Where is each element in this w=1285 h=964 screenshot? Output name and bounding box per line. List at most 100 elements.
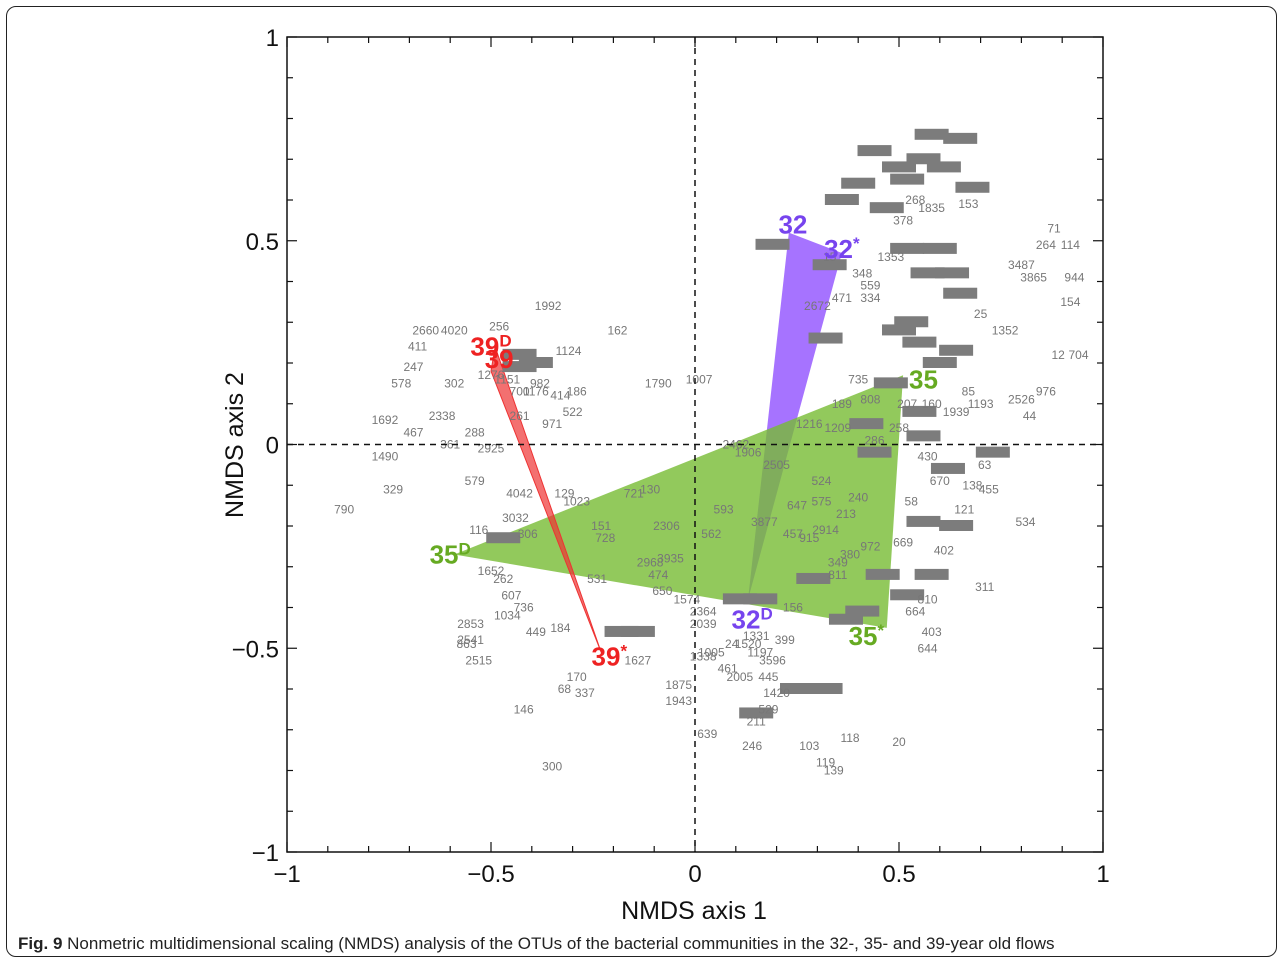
otu-label: 68 <box>558 682 572 696</box>
flow-label-39: 39 <box>485 344 514 374</box>
otu-label: 1193 <box>968 397 994 411</box>
otu-cluster <box>739 707 774 719</box>
otu-cluster <box>922 242 957 254</box>
flow-label-number: 35 <box>849 621 878 651</box>
otu-cluster <box>902 405 937 417</box>
otu-label: 246 <box>742 739 762 753</box>
otu-label: 811 <box>828 568 847 582</box>
x-tick-label: −0.5 <box>467 861 514 888</box>
otu-label: 644 <box>918 641 938 655</box>
otu-label: 268 <box>905 193 925 207</box>
otu-label: 1835 <box>918 201 945 215</box>
otu-label: 1692 <box>372 413 399 427</box>
otu-label: 240 <box>848 490 868 504</box>
otu-label: 3935 <box>657 552 684 566</box>
otu-label: 1331 <box>743 629 770 643</box>
otu-cluster <box>808 332 843 344</box>
flow-label-superscript: * <box>878 621 885 640</box>
otu-label: 3865 <box>1020 270 1047 284</box>
otu-label: 2968 <box>637 556 664 570</box>
otu-cluster <box>796 572 831 584</box>
otu-label: 810 <box>918 592 938 606</box>
otu-label: 118 <box>840 731 859 745</box>
otu-label: 302 <box>444 376 464 390</box>
otu-label: 531 <box>587 572 607 586</box>
otu-cluster <box>926 161 961 173</box>
otu-label: 3877 <box>751 515 778 529</box>
otu-label: 256 <box>489 319 509 333</box>
otu-label: 1034 <box>494 609 521 623</box>
otu-label: 348 <box>852 266 872 280</box>
otu-label: 1627 <box>625 653 652 667</box>
otu-label: 300 <box>542 759 562 773</box>
otu-label: 2462 <box>722 438 749 452</box>
otu-label: 58 <box>905 495 919 509</box>
otu-label: 288 <box>465 425 485 439</box>
flow-label-39: 39D <box>470 332 511 362</box>
otu-label: 449 <box>526 625 546 639</box>
otu-label: 1906 <box>735 446 762 460</box>
otu-label: 139 <box>824 764 844 778</box>
otu-cluster <box>620 625 655 637</box>
otu-label: 1790 <box>645 376 672 390</box>
otu-label: 156 <box>783 601 803 615</box>
x-tick-label: 0.5 <box>882 861 915 888</box>
otu-cluster <box>935 267 970 279</box>
otu-label: 2364 <box>690 605 717 619</box>
flow-label-number: 35 <box>909 364 938 394</box>
otu-label: 71 <box>1047 222 1061 236</box>
axes: −1 −0.5 0 0.5 1 −1 −0.5 0 0.5 1 <box>232 25 1110 888</box>
x-tick-label: 1 <box>1096 861 1109 888</box>
otu-label: 1209 <box>824 421 851 435</box>
otu-cluster <box>894 316 929 328</box>
flow-label-number: 39 <box>470 332 499 362</box>
otu-cluster <box>841 177 876 189</box>
otu-label: 669 <box>893 535 913 549</box>
otu-cluster <box>939 344 974 356</box>
flow-label-32: 32D <box>732 605 773 635</box>
otu-cluster <box>890 589 925 601</box>
otu-label: 153 <box>958 197 978 211</box>
otu-label: 2672 <box>804 299 831 313</box>
otu-label: 337 <box>575 686 595 700</box>
otu-label: 455 <box>979 482 999 496</box>
otu-cluster <box>882 324 916 336</box>
otu-label: 1875 <box>665 678 692 692</box>
otu-label: 1338 <box>690 649 717 663</box>
otu-label: 3487 <box>1008 258 1035 272</box>
otu-label: 593 <box>714 503 734 517</box>
otu-label: 24 <box>725 637 739 651</box>
otu-cluster <box>865 568 900 580</box>
otu-label: 808 <box>860 393 880 407</box>
otu-label: 403 <box>922 625 942 639</box>
otu-label: 670 <box>930 474 950 488</box>
otu-cluster <box>975 446 1010 458</box>
otu-label: 728 <box>595 531 615 545</box>
flow-label-32: 32 <box>778 209 807 239</box>
otu-cluster <box>869 202 904 214</box>
otu-cluster <box>902 336 937 348</box>
otu-cluster <box>755 238 790 250</box>
otu-label: 349 <box>828 556 848 570</box>
flow-label-number: 32 <box>824 234 853 264</box>
otu-label: 1520 <box>735 637 762 651</box>
otu-cluster <box>910 267 945 279</box>
otu-label: 790 <box>334 503 354 517</box>
otu-label: 2039 <box>690 617 717 631</box>
otu-cluster <box>780 683 814 694</box>
otu-label: 474 <box>648 568 668 582</box>
otu-label: 647 <box>787 499 807 513</box>
otu-cluster <box>857 145 892 157</box>
otu-label: 578 <box>391 376 411 390</box>
flow-label-number: 32 <box>732 605 761 635</box>
otu-label: 130 <box>640 482 660 496</box>
otu-label: 736 <box>514 601 534 615</box>
otu-label: 2914 <box>812 523 839 537</box>
otu-label: 915 <box>799 531 819 545</box>
otu-label: 575 <box>811 495 831 509</box>
otu-cluster <box>906 430 941 442</box>
otu-label: 1005 <box>698 645 725 659</box>
y-tick-label: 1 <box>266 25 279 52</box>
